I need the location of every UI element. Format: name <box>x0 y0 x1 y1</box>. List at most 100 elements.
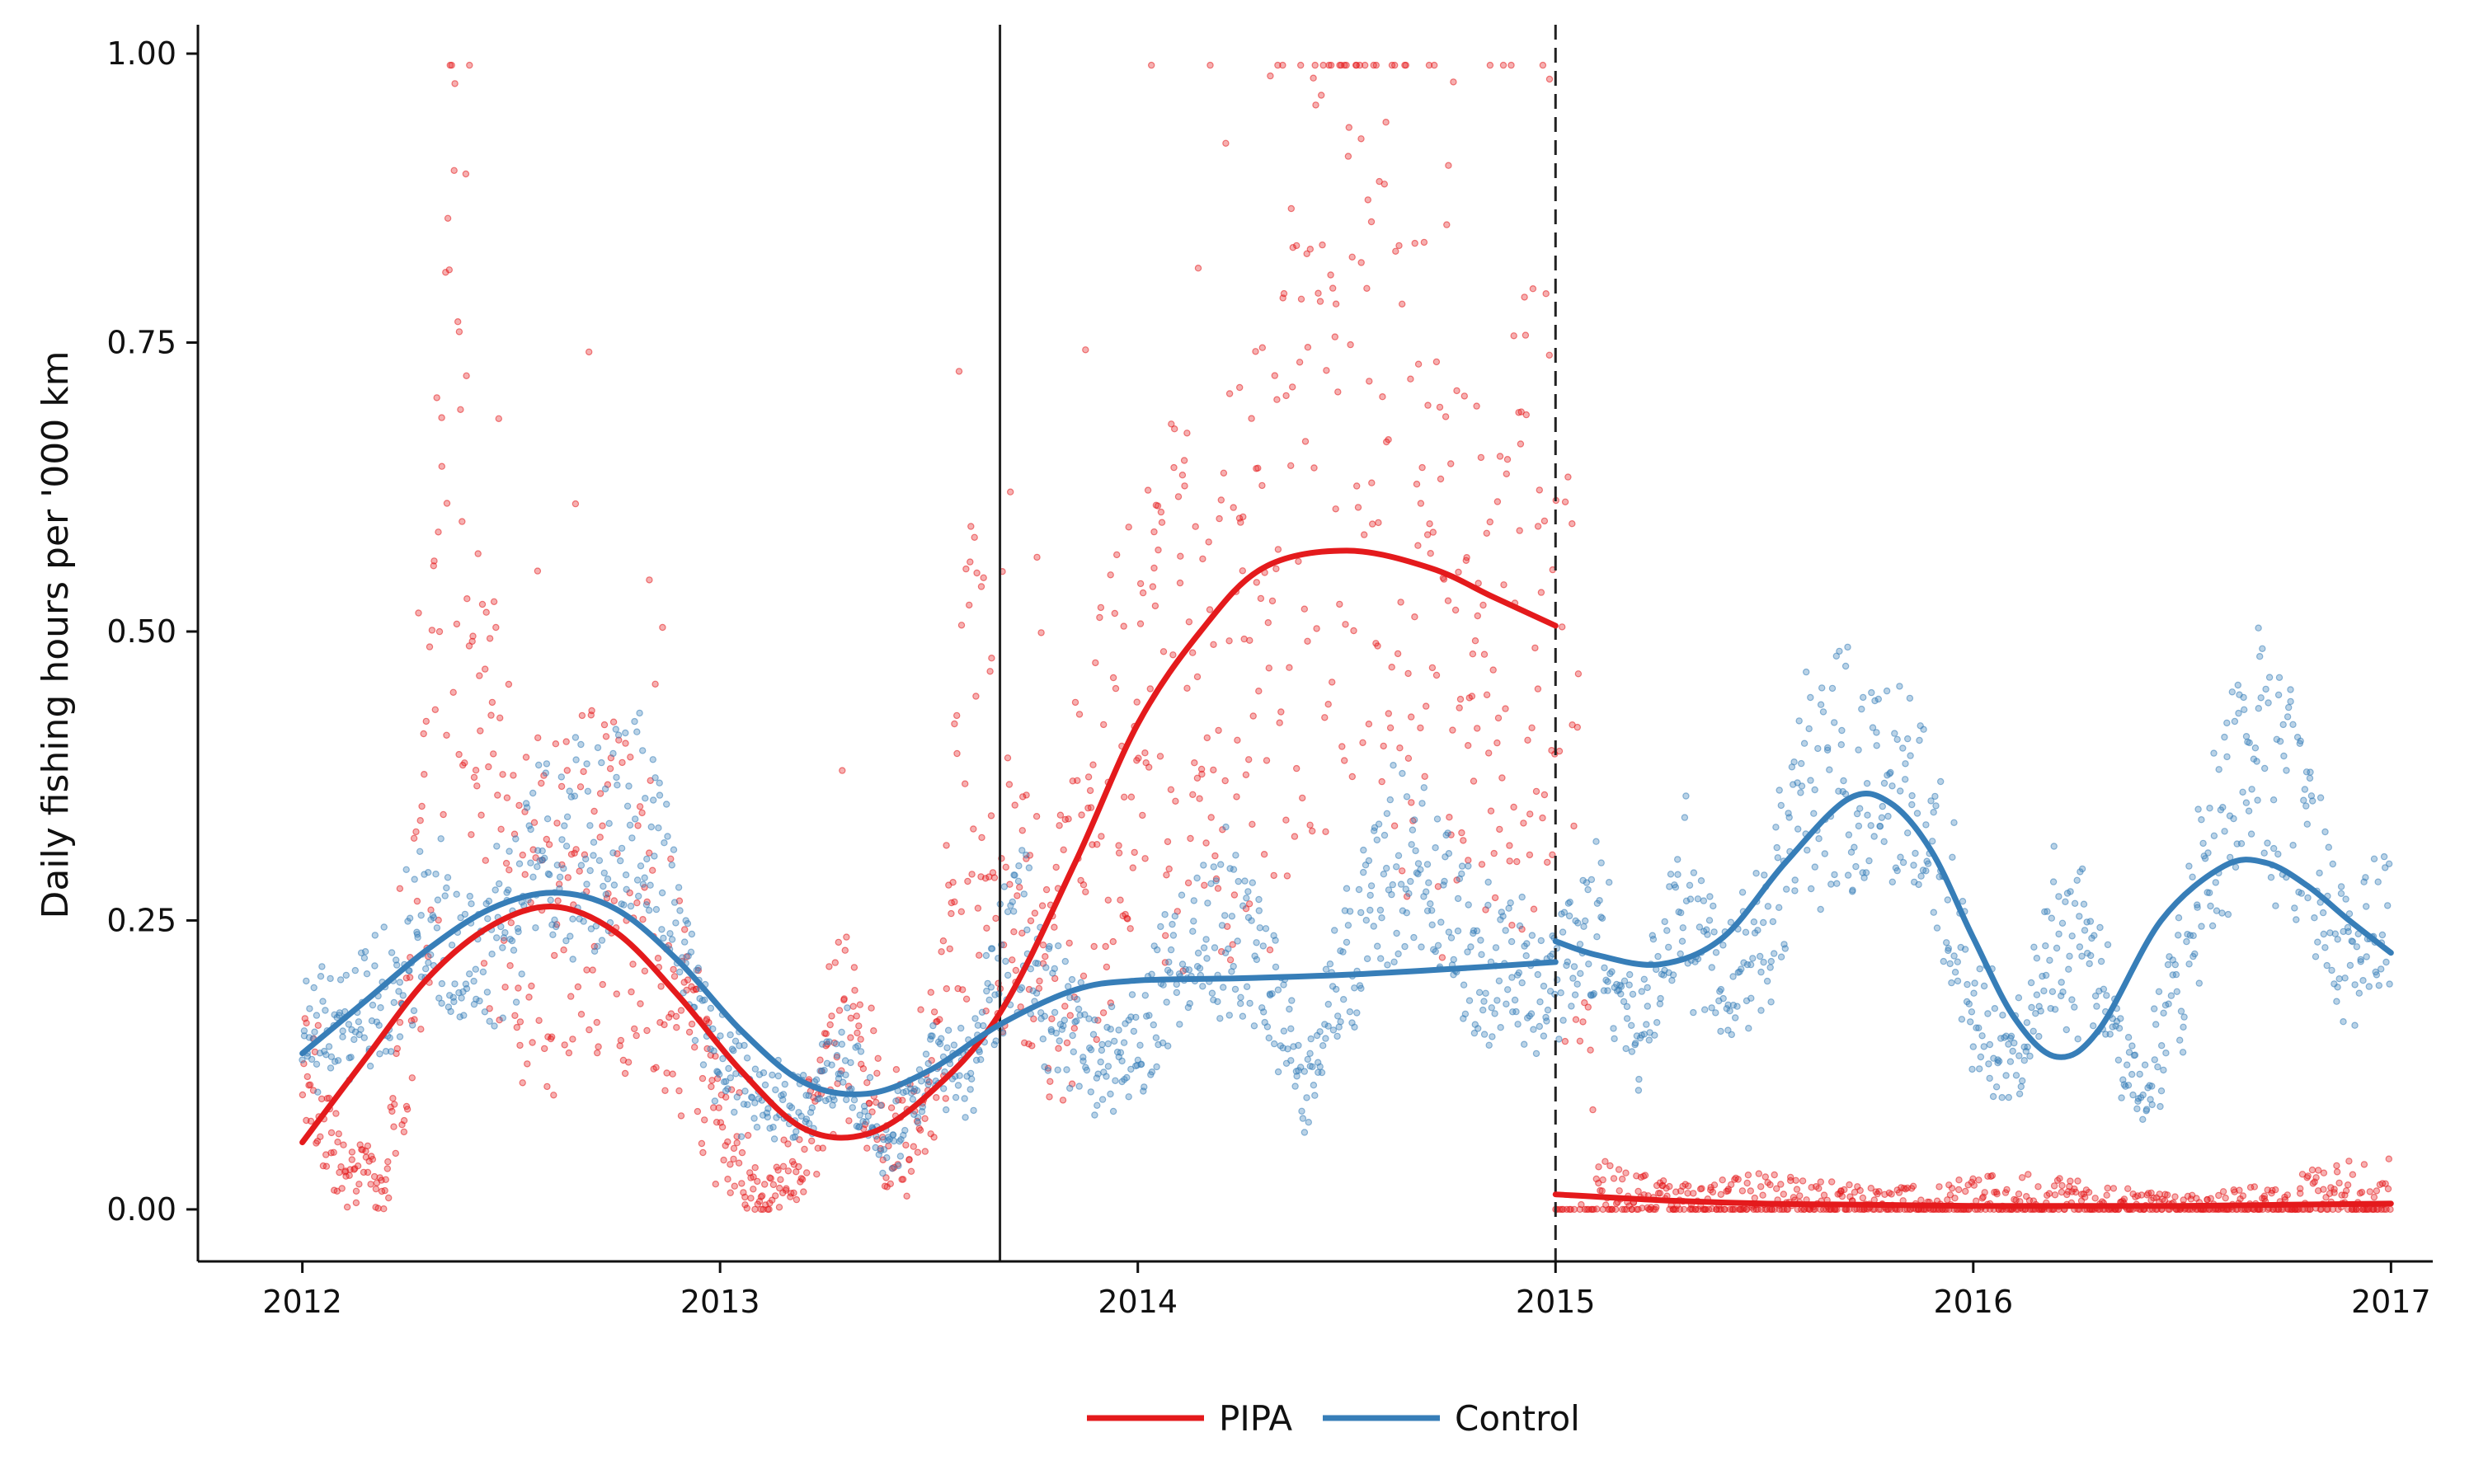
data-point-control <box>1115 1026 1122 1034</box>
data-point-control <box>1631 1040 1639 1047</box>
data-point-control <box>2311 913 2318 922</box>
data-point-control <box>1300 1129 1309 1136</box>
data-point-control <box>622 729 629 737</box>
data-point-control <box>2005 1093 2012 1101</box>
data-point-control <box>361 947 369 956</box>
data-point-pipa <box>651 680 659 688</box>
data-point-pipa <box>1252 348 1259 355</box>
data-point-pipa <box>835 938 843 946</box>
data-point-control <box>1497 1023 1504 1031</box>
data-point-control <box>988 945 996 952</box>
data-point-pipa <box>552 740 560 748</box>
data-point-pipa <box>2271 1186 2279 1194</box>
data-point-control <box>1330 927 1338 934</box>
data-point-control <box>1821 850 1828 857</box>
data-point-control <box>2048 914 2055 922</box>
data-point-control <box>1807 777 1814 784</box>
data-point-pipa <box>708 1082 715 1091</box>
data-point-control <box>501 928 509 937</box>
data-point-control <box>1761 871 1768 879</box>
data-point-control <box>1833 880 1841 887</box>
data-point-control <box>2303 820 2311 828</box>
data-point-pipa <box>927 989 935 996</box>
data-point-pipa <box>1988 1172 1997 1180</box>
data-point-pipa <box>1074 777 1081 785</box>
data-point-control <box>580 918 587 925</box>
data-point-control <box>2044 908 2051 915</box>
data-point-control <box>1985 1060 1992 1068</box>
data-point-pipa <box>1096 613 1103 622</box>
data-point-control <box>1418 943 1425 951</box>
data-point-pipa <box>731 1182 739 1190</box>
data-point-control <box>1719 942 1727 949</box>
data-point-pipa <box>1215 726 1222 735</box>
data-point-pipa <box>1279 61 1286 69</box>
data-point-pipa <box>501 984 509 991</box>
data-point-control <box>1908 801 1916 809</box>
data-point-pipa <box>317 1095 326 1103</box>
data-point-pipa <box>411 1016 418 1023</box>
data-point-pipa <box>715 1104 722 1111</box>
data-point-pipa <box>1396 744 1404 752</box>
data-point-pipa <box>712 1180 720 1188</box>
data-point-control <box>2337 883 2345 890</box>
data-point-control <box>2076 913 2083 920</box>
data-point-pipa <box>383 1165 391 1172</box>
data-point-pipa <box>1216 514 1223 523</box>
data-point-pipa <box>1170 425 1178 433</box>
data-point-pipa <box>473 782 481 790</box>
data-point-pipa <box>478 600 487 608</box>
data-point-pipa <box>1312 101 1319 109</box>
data-point-control <box>1235 877 1242 885</box>
data-point-control <box>1534 970 1542 979</box>
data-point-pipa <box>1146 685 1155 693</box>
data-point-control <box>1272 963 1280 971</box>
data-point-control <box>863 1118 870 1125</box>
data-point-control <box>515 928 522 936</box>
data-point-pipa <box>819 1144 827 1152</box>
data-point-control <box>1932 802 1940 810</box>
data-point-pipa <box>1727 1181 1735 1189</box>
data-point-pipa <box>790 1189 797 1197</box>
data-point-pipa <box>1199 555 1206 563</box>
data-point-control <box>642 795 649 802</box>
data-point-control <box>1310 1081 1318 1089</box>
data-point-control <box>2301 786 2309 793</box>
data-point-control <box>1351 1023 1358 1031</box>
data-point-control <box>1724 1026 1732 1034</box>
data-point-control <box>1359 868 1367 876</box>
data-point-pipa <box>670 965 677 974</box>
data-point-pipa <box>1342 621 1349 628</box>
data-point-pipa <box>1167 786 1175 794</box>
data-point-pipa <box>1542 290 1550 298</box>
data-point-pipa <box>1503 470 1511 478</box>
data-point-pipa <box>1194 265 1202 272</box>
data-point-control <box>1475 989 1484 997</box>
data-point-control <box>1906 694 1914 702</box>
data-point-pipa <box>1292 242 1300 250</box>
data-point-control <box>833 1051 841 1059</box>
data-point-pipa <box>1634 1187 1642 1195</box>
data-point-pipa <box>1465 857 1472 864</box>
data-point-control <box>992 1037 999 1045</box>
data-point-control <box>1107 1026 1115 1033</box>
data-point-pipa <box>1811 1205 1818 1214</box>
data-point-control <box>1893 735 1901 744</box>
data-point-pipa <box>1210 641 1217 649</box>
data-point-pipa <box>513 1023 521 1031</box>
data-point-pipa <box>1154 502 1162 510</box>
data-point-control <box>764 1113 772 1121</box>
data-point-control <box>684 919 692 928</box>
data-point-pipa <box>476 672 483 679</box>
data-point-control <box>1945 945 1952 952</box>
data-point-control <box>1207 880 1215 888</box>
data-point-control <box>939 1085 948 1092</box>
data-point-control <box>2314 938 2321 946</box>
data-point-pipa <box>1747 1187 1754 1195</box>
data-point-control <box>1243 983 1251 991</box>
data-point-control <box>527 859 534 866</box>
data-point-pipa <box>1090 942 1098 951</box>
data-point-pipa <box>1205 538 1212 546</box>
data-point-pipa <box>388 1107 396 1115</box>
data-point-control <box>1425 879 1432 886</box>
